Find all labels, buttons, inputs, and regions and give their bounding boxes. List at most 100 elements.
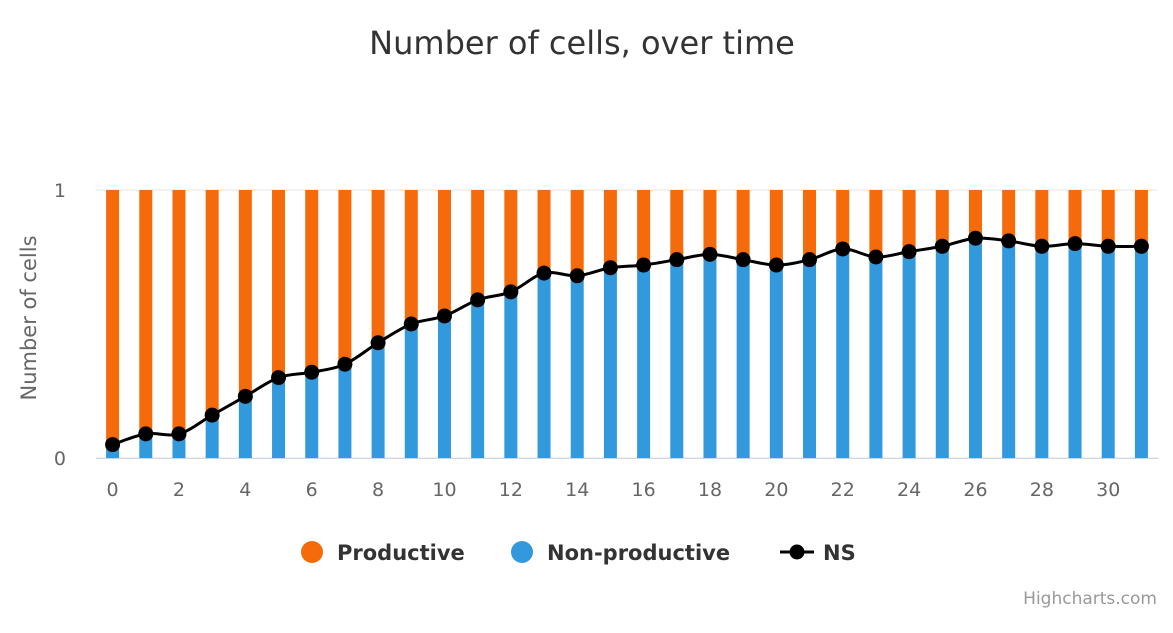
ns-point[interactable] [636, 257, 652, 273]
ns-point[interactable] [868, 249, 884, 265]
bar-productive[interactable] [106, 190, 120, 445]
ns-point[interactable] [669, 252, 685, 268]
bar-productive[interactable] [570, 190, 584, 276]
credits[interactable]: Highcharts.com [1023, 589, 1157, 609]
bar-productive[interactable] [238, 190, 252, 397]
bar-productive[interactable] [803, 190, 817, 260]
legend-item[interactable]: NS [780, 541, 856, 565]
legend-item[interactable]: Non-productive [511, 541, 730, 565]
bar-productive[interactable] [205, 190, 219, 416]
bar-productive[interactable] [504, 190, 518, 292]
bar-non-productive[interactable] [1134, 246, 1148, 458]
bar-productive[interactable] [404, 190, 418, 324]
bar-productive[interactable] [305, 190, 319, 373]
legend-item[interactable]: Productive [301, 541, 465, 565]
bar-productive[interactable] [272, 190, 286, 378]
bar-productive[interactable] [1035, 190, 1049, 247]
bar-productive[interactable] [603, 190, 617, 268]
ns-point[interactable] [171, 426, 187, 442]
ns-point[interactable] [967, 230, 983, 246]
ns-point[interactable] [503, 284, 519, 300]
bar-non-productive[interactable] [1101, 246, 1115, 458]
ns-point[interactable] [271, 370, 287, 386]
bar-non-productive[interactable] [238, 396, 252, 458]
bar-non-productive[interactable] [603, 267, 617, 458]
bar-non-productive[interactable] [1068, 243, 1082, 458]
bar-productive[interactable] [836, 190, 850, 249]
bar-productive[interactable] [869, 190, 883, 257]
ns-point[interactable] [1133, 238, 1149, 254]
ns-point[interactable] [304, 364, 320, 380]
bar-non-productive[interactable] [769, 265, 783, 458]
bar-non-productive[interactable] [437, 315, 451, 458]
bar-non-productive[interactable] [703, 254, 717, 458]
ns-point[interactable] [237, 388, 253, 404]
bar-productive[interactable] [139, 190, 153, 434]
x-tick-label: 4 [239, 479, 251, 501]
bar-non-productive[interactable] [803, 259, 817, 458]
ns-point[interactable] [370, 335, 386, 351]
ns-point[interactable] [1067, 236, 1083, 252]
bar-productive[interactable] [935, 190, 949, 247]
bar-non-productive[interactable] [1002, 240, 1016, 458]
ns-point[interactable] [436, 308, 452, 324]
bar-non-productive[interactable] [205, 415, 219, 458]
bar-non-productive[interactable] [869, 257, 883, 458]
bar-productive[interactable] [338, 190, 352, 365]
bar-productive[interactable] [1002, 190, 1016, 241]
ns-point[interactable] [138, 426, 154, 442]
ns-point[interactable] [1001, 233, 1017, 249]
bar-non-productive[interactable] [736, 259, 750, 458]
bar-productive[interactable] [371, 190, 385, 343]
ns-point[interactable] [204, 407, 220, 423]
ns-point[interactable] [934, 238, 950, 254]
bar-non-productive[interactable] [371, 342, 385, 458]
bar-non-productive[interactable] [305, 372, 319, 458]
bar-productive[interactable] [902, 190, 916, 252]
ns-point[interactable] [735, 252, 751, 268]
bar-productive[interactable] [670, 190, 684, 260]
bar-non-productive[interactable] [504, 291, 518, 458]
bar-productive[interactable] [736, 190, 750, 260]
ns-point[interactable] [835, 241, 851, 257]
bar-non-productive[interactable] [537, 273, 551, 458]
bar-non-productive[interactable] [338, 364, 352, 458]
ns-point[interactable] [403, 316, 419, 332]
ns-point[interactable] [536, 265, 552, 281]
bar-productive[interactable] [1068, 190, 1082, 244]
ns-point[interactable] [470, 292, 486, 308]
bar-productive[interactable] [537, 190, 551, 274]
ns-point[interactable] [1100, 238, 1116, 254]
ns-point[interactable] [768, 257, 784, 273]
bar-non-productive[interactable] [968, 238, 982, 458]
bar-non-productive[interactable] [471, 299, 485, 458]
bar-productive[interactable] [703, 190, 717, 255]
bar-non-productive[interactable] [935, 246, 949, 458]
bar-non-productive[interactable] [836, 248, 850, 458]
bar-non-productive[interactable] [404, 324, 418, 458]
bar-non-productive[interactable] [902, 251, 916, 458]
bar-productive[interactable] [769, 190, 783, 266]
bar-non-productive[interactable] [272, 377, 286, 458]
ns-point[interactable] [105, 437, 121, 453]
bar-productive[interactable] [637, 190, 651, 266]
bar-productive[interactable] [437, 190, 451, 316]
ns-point[interactable] [702, 246, 718, 262]
bar-non-productive[interactable] [570, 275, 584, 458]
bar-productive[interactable] [1101, 190, 1115, 247]
ns-point[interactable] [1034, 238, 1050, 254]
bar-productive[interactable] [471, 190, 485, 300]
ns-point[interactable] [337, 356, 353, 372]
bar-productive[interactable] [172, 190, 186, 434]
ns-point[interactable] [802, 252, 818, 268]
bar-non-productive[interactable] [670, 259, 684, 458]
ns-point[interactable] [602, 260, 618, 276]
bar-non-productive[interactable] [637, 265, 651, 458]
ns-point[interactable] [901, 244, 917, 260]
bar-productive[interactable] [1134, 190, 1148, 247]
bar-productive[interactable] [968, 190, 982, 239]
ns-point[interactable] [569, 268, 585, 284]
x-tick-label: 10 [432, 479, 456, 501]
legend: Productive Non-productive NS [301, 541, 856, 565]
bar-non-productive[interactable] [1035, 246, 1049, 458]
